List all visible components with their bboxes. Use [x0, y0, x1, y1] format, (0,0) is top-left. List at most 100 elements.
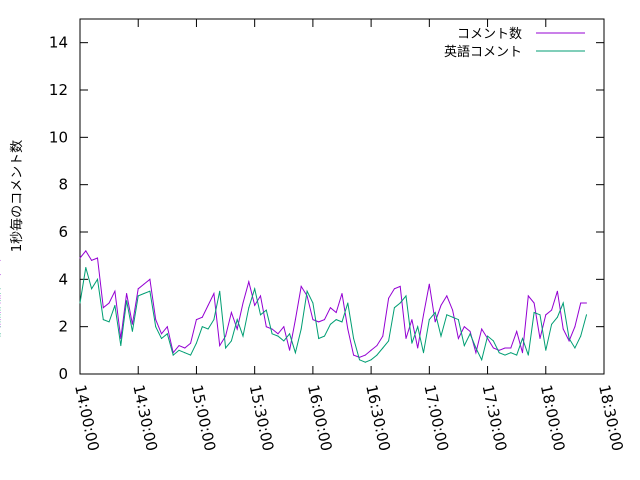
- data-point: [481, 359, 483, 361]
- data-point: [225, 335, 227, 337]
- data-point: [161, 333, 162, 335]
- data-point: [556, 290, 558, 292]
- x-tick-label: 15:30:00: [246, 383, 278, 453]
- data-point: [498, 349, 500, 351]
- x-tick-label: 18:00:00: [537, 383, 569, 453]
- data-point: [574, 326, 576, 328]
- data-point: [399, 285, 401, 287]
- data-point: [143, 283, 145, 285]
- data-point: [149, 278, 151, 280]
- data-point: [376, 354, 378, 356]
- data-point: [329, 323, 331, 325]
- data-point: [556, 316, 558, 318]
- data-point: [294, 319, 296, 321]
- x-tick-label: 14:00:00: [71, 383, 103, 453]
- data-point: [97, 257, 98, 259]
- x-tick-label: 16:00:00: [304, 383, 336, 453]
- data-point: [0, 297, 1, 299]
- data-point: [580, 335, 582, 337]
- data-point: [178, 345, 180, 347]
- data-point: [207, 304, 209, 306]
- data-point: [0, 300, 1, 302]
- data-point: [289, 349, 291, 351]
- plot-frame: [79, 18, 605, 375]
- y-tick-label: 8: [58, 176, 68, 194]
- data-point: [294, 352, 296, 354]
- data-point: [248, 281, 250, 283]
- data-point: [143, 293, 145, 294]
- data-point: [85, 267, 87, 268]
- series-line: [79, 250, 587, 358]
- data-point: [230, 312, 232, 313]
- data-point: [126, 300, 128, 302]
- data-point: [0, 295, 1, 297]
- x-tick-label: 17:30:00: [479, 383, 511, 453]
- series-line: [79, 267, 587, 363]
- data-point: [265, 326, 267, 328]
- y-tick-label: 12: [49, 81, 68, 99]
- data-point: [120, 338, 122, 339]
- data-point: [195, 319, 197, 321]
- data-point: [457, 338, 459, 339]
- data-point: [178, 349, 180, 351]
- data-point: [254, 288, 256, 290]
- data-point: [370, 349, 372, 351]
- data-point: [108, 321, 110, 323]
- data-point: [335, 312, 337, 313]
- data-point: [318, 338, 320, 339]
- data-point: [166, 326, 168, 328]
- data-point: [487, 335, 489, 337]
- data-point: [242, 302, 244, 304]
- data-point: [527, 295, 529, 297]
- data-point: [242, 335, 244, 337]
- data-point: [452, 316, 454, 318]
- data-point: [551, 309, 553, 311]
- data-point: [300, 328, 302, 330]
- data-point: [446, 295, 448, 297]
- data-point: [516, 330, 518, 332]
- data-point: [382, 335, 384, 337]
- data-point: [155, 326, 157, 328]
- data-point: [0, 321, 1, 323]
- data-point: [312, 319, 314, 321]
- data-point: [126, 293, 128, 294]
- y-tick-label: 0: [58, 365, 68, 383]
- data-point: [131, 330, 133, 332]
- data-point: [0, 333, 1, 335]
- data-point: [423, 314, 424, 316]
- data-point: [172, 354, 174, 356]
- data-point: [475, 352, 477, 354]
- data-point: [388, 297, 390, 299]
- data-point: [533, 302, 535, 304]
- data-point: [312, 302, 314, 304]
- data-point: [306, 290, 308, 292]
- data-point: [300, 285, 302, 287]
- data-point: [522, 352, 523, 354]
- data-point: [545, 314, 547, 316]
- data-point: [0, 319, 1, 321]
- data-point: [376, 345, 378, 347]
- data-point: [417, 347, 419, 349]
- data-point: [324, 335, 325, 337]
- data-point: [324, 319, 325, 321]
- data-point: [271, 328, 273, 330]
- data-point: [283, 326, 285, 328]
- series-layer: [0, 250, 587, 363]
- data-point: [463, 345, 465, 347]
- data-point: [166, 333, 168, 335]
- data-point: [341, 321, 343, 323]
- data-point: [108, 302, 110, 304]
- data-point: [184, 352, 186, 354]
- axes: 0 2 4 6 8 10 12 14 14:00:00 14:30:00 15:00:00 15:30…: [49, 18, 627, 453]
- data-point: [382, 347, 384, 349]
- data-point: [498, 352, 500, 354]
- legend-label: コメント数: [457, 27, 522, 42]
- data-point: [155, 319, 157, 321]
- data-point: [207, 328, 209, 330]
- data-point: [428, 283, 430, 285]
- data-point: [329, 307, 331, 309]
- data-point: [405, 338, 407, 339]
- data-point: [393, 288, 395, 290]
